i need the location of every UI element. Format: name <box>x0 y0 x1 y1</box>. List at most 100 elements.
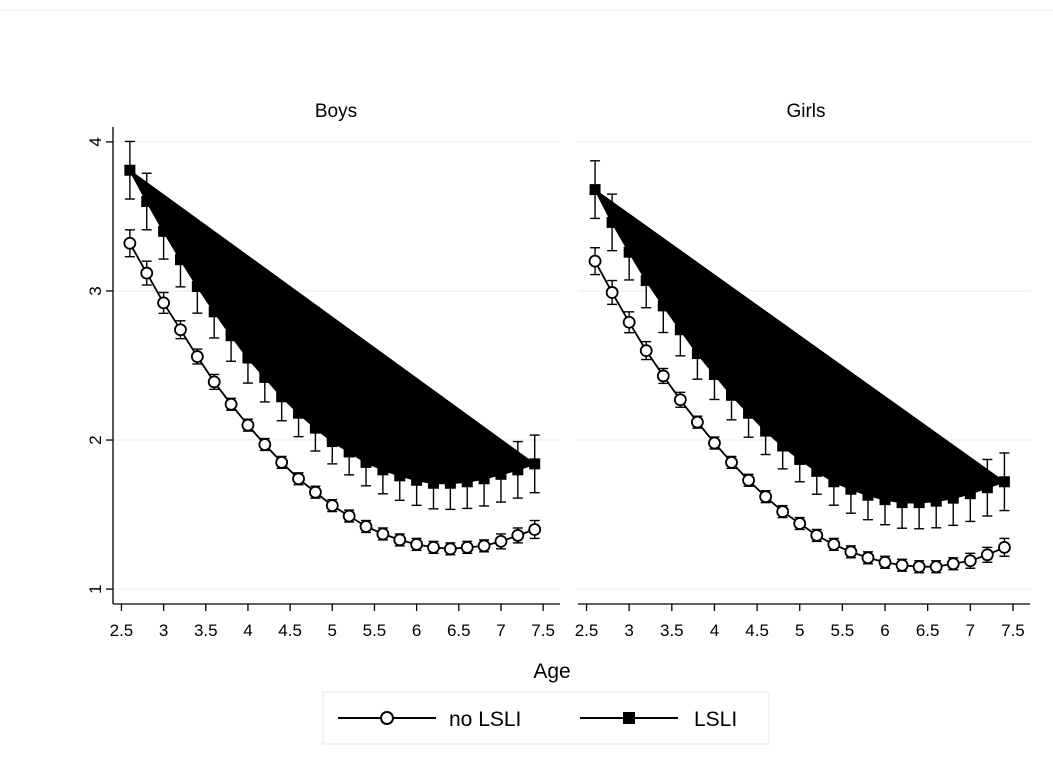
point-no-lsli <box>980 548 994 562</box>
point-lsli <box>623 246 635 258</box>
point-lsli <box>743 407 755 419</box>
panel-title-boys: Boys <box>315 101 357 122</box>
x-tick-label: 6.5 <box>447 621 471 640</box>
point-no-lsli <box>588 254 602 268</box>
series-markers <box>123 164 542 556</box>
x-tick-label: 2.5 <box>110 621 134 640</box>
panel-girls: Girls 2.5 3 3.5 4 4.5 5 5.5 6 6.5 7 7.5 <box>575 101 1030 640</box>
point-lsli <box>896 497 908 509</box>
point-lsli <box>377 464 389 476</box>
point-no-lsli <box>157 296 171 310</box>
point-lsli <box>276 391 288 403</box>
point-no-lsli <box>511 529 525 542</box>
x-tick-label: 7.5 <box>531 621 555 640</box>
point-no-lsli <box>605 286 619 299</box>
point-lsli <box>726 389 738 401</box>
point-no-lsli <box>963 554 977 568</box>
point-no-lsli <box>673 393 687 407</box>
point-no-lsli <box>725 455 738 469</box>
point-no-lsli <box>708 436 721 450</box>
legend-marker-no-lsli <box>380 711 394 725</box>
point-lsli <box>640 275 652 287</box>
point-lsli <box>674 324 686 336</box>
point-lsli <box>947 492 959 504</box>
point-no-lsli <box>912 560 926 574</box>
point-no-lsli <box>998 540 1011 554</box>
point-lsli <box>529 458 541 470</box>
point-lsli <box>930 495 942 507</box>
x-tick-label: 4.5 <box>745 621 769 640</box>
point-lsli <box>427 477 439 489</box>
point-no-lsli <box>861 551 875 565</box>
point-no-lsli <box>325 499 339 513</box>
point-lsli <box>512 464 524 476</box>
legend-item-lsli: LSLI <box>580 708 737 731</box>
point-no-lsli <box>376 527 390 541</box>
point-lsli <box>444 477 456 489</box>
point-lsli <box>495 468 507 480</box>
point-no-lsli <box>528 523 542 536</box>
point-lsli <box>326 436 338 448</box>
point-lsli <box>811 465 823 477</box>
point-lsli <box>411 474 423 486</box>
point-lsli <box>360 456 372 468</box>
point-lsli <box>828 476 840 488</box>
point-no-lsli <box>207 375 221 389</box>
point-no-lsli <box>224 397 238 411</box>
legend-item-no-lsli: no LSLI <box>338 708 521 731</box>
point-no-lsli <box>656 369 670 383</box>
x-tick-label: 5 <box>328 621 337 640</box>
point-no-lsli <box>494 534 508 548</box>
axes: 2.5 3 3.5 4 4.5 5 5.5 6 6.5 7 7.5 <box>575 603 1030 640</box>
x-axis-title: Age <box>533 660 570 683</box>
y-tick-label: 3 <box>86 286 105 295</box>
point-lsli <box>259 371 271 383</box>
x-tick-label: 3 <box>624 621 633 640</box>
x-tick-label: 6.5 <box>916 621 940 640</box>
x-tick-label: 4 <box>243 621 252 640</box>
point-no-lsli <box>410 537 424 551</box>
x-tick-label: 2.5 <box>575 621 599 640</box>
point-no-lsli <box>690 415 704 429</box>
point-lsli <box>461 476 473 488</box>
legend-label-lsli: LSLI <box>694 708 737 731</box>
point-lsli <box>981 482 993 494</box>
x-tick-label: 5.5 <box>363 621 387 640</box>
point-lsli <box>208 306 220 318</box>
point-no-lsli <box>878 555 892 569</box>
point-lsli <box>478 473 490 485</box>
point-no-lsli <box>946 557 960 571</box>
point-no-lsli <box>929 560 943 574</box>
x-tick-label: 3.5 <box>660 621 684 640</box>
x-tick-label: 7 <box>966 621 975 640</box>
point-lsli <box>998 476 1010 488</box>
x-tick-label: 3.5 <box>194 621 218 640</box>
point-no-lsli <box>342 509 356 523</box>
point-lsli <box>691 348 703 360</box>
point-lsli <box>708 368 720 380</box>
point-no-lsli <box>776 505 790 518</box>
x-tick-label: 7.5 <box>1001 621 1025 640</box>
point-lsli <box>191 280 203 292</box>
x-tick-label: 5 <box>795 621 804 640</box>
point-lsli <box>242 352 254 364</box>
x-tick-label: 5.5 <box>831 621 855 640</box>
point-lsli <box>394 470 406 482</box>
point-no-lsli <box>895 558 909 572</box>
point-lsli <box>862 489 874 501</box>
point-no-lsli <box>759 490 773 504</box>
point-no-lsli <box>393 533 407 547</box>
point-no-lsli <box>460 540 474 554</box>
axes: 2.5 3 3.5 4 4.5 5 5.5 6 6.5 7 7.5 1 2 3 4 <box>86 127 560 640</box>
point-lsli <box>964 488 976 500</box>
point-lsli <box>606 216 618 228</box>
legend: no LSLI LSLI <box>322 691 770 745</box>
point-no-lsli <box>443 542 457 556</box>
panel-title-girls: Girls <box>786 101 825 122</box>
point-lsli <box>343 446 355 458</box>
point-lsli <box>845 483 857 495</box>
point-lsli <box>158 225 170 237</box>
point-no-lsli <box>292 472 305 486</box>
point-no-lsli <box>742 473 755 487</box>
